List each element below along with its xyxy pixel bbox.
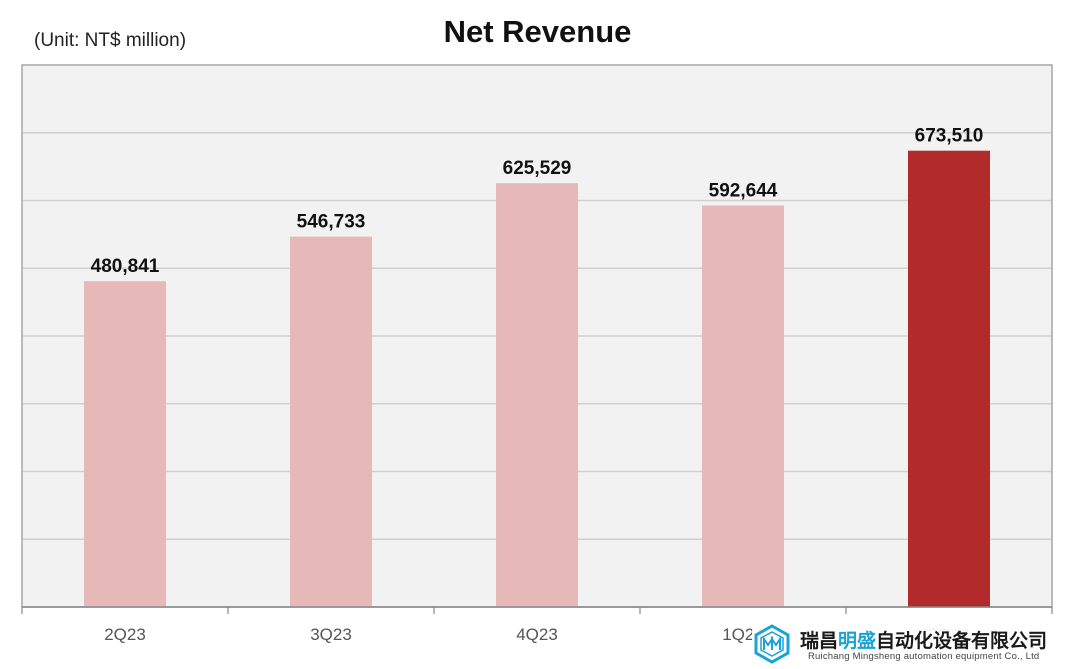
data-label: 625,529 [503, 158, 572, 179]
data-label: 592,644 [709, 180, 778, 201]
bar [908, 150, 990, 608]
bar [702, 205, 784, 607]
data-label: 673,510 [915, 126, 984, 147]
bar [84, 281, 166, 607]
x-tick-label: 3Q23 [310, 625, 352, 644]
x-tick-label: 4Q23 [516, 625, 558, 644]
watermark-company-name-en: Ruichang Mingsheng automation equipment … [808, 651, 1040, 662]
watermark-company-name-cn: 瑞昌明盛自动化设备有限公司 [800, 631, 1048, 652]
company-watermark: 瑞昌明盛自动化设备有限公司 Ruichang Mingsheng automat… [752, 622, 1080, 666]
hexagon-mm-logo-icon [754, 624, 790, 664]
x-tick-label: 2Q23 [104, 625, 146, 644]
bar [496, 183, 578, 607]
bar [290, 236, 372, 608]
data-label: 546,733 [297, 212, 366, 233]
chart-title: Net Revenue [443, 14, 632, 49]
unit-label: (Unit: NT$ million) [34, 30, 187, 51]
data-label: 480,841 [91, 256, 160, 277]
